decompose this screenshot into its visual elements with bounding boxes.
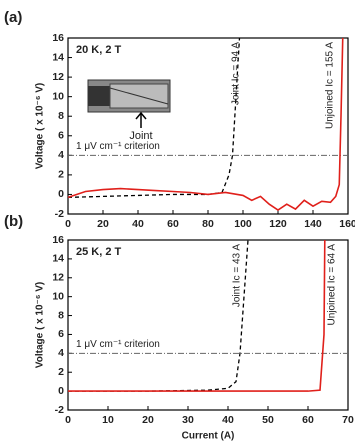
x-tick-label: 160 — [339, 218, 355, 230]
y-tick-label: 12 — [52, 71, 64, 83]
series-line — [68, 240, 248, 391]
annotation: Joint Ic = 43 A — [232, 244, 243, 307]
page: {"chart_data": [ {"type": "line", "panel… — [0, 0, 355, 444]
y-tick-label: 6 — [58, 130, 64, 142]
plot-frame — [68, 240, 348, 410]
y-tick-label: 0 — [58, 385, 64, 397]
plot-frame — [68, 38, 348, 214]
x-tick-label: 10 — [102, 414, 114, 426]
x-tick-label: 120 — [269, 218, 287, 230]
y-tick-label: 10 — [52, 90, 64, 102]
series-line — [68, 240, 325, 391]
criterion-label: 1 μV cm⁻¹ criterion — [76, 339, 160, 350]
x-tick-label: 70 — [342, 414, 354, 426]
series-line — [68, 38, 343, 210]
y-tick-label: 14 — [52, 253, 64, 265]
condition-label: 25 K, 2 T — [76, 246, 122, 258]
y-tick-label: 8 — [58, 309, 64, 321]
x-axis-label: Current (A) — [182, 431, 235, 442]
x-tick-label: 40 — [132, 218, 144, 230]
x-tick-label: 60 — [302, 414, 314, 426]
y-tick-label: -2 — [55, 404, 64, 416]
x-tick-label: 30 — [182, 414, 194, 426]
y-tick-label: 4 — [58, 347, 64, 359]
x-tick-label: 50 — [262, 414, 274, 426]
y-tick-label: 4 — [58, 149, 64, 161]
x-tick-label: 0 — [65, 414, 71, 426]
y-tick-label: 2 — [58, 366, 64, 378]
annotation: Unjoined Ic = 64 A — [327, 244, 338, 326]
x-tick-label: 60 — [167, 218, 179, 230]
y-tick-label: 16 — [52, 234, 64, 246]
x-tick-label: 40 — [222, 414, 234, 426]
panel-label: (b) — [4, 213, 23, 230]
annotation: Unjoined Ic = 155 A — [325, 42, 336, 129]
y-tick-label: 14 — [52, 51, 64, 63]
x-tick-label: 20 — [142, 414, 154, 426]
y-axis-label: Voltage ( x 10⁻⁶ V) — [35, 83, 46, 169]
y-tick-label: 12 — [52, 272, 64, 284]
y-tick-label: -2 — [55, 208, 64, 220]
x-tick-label: 100 — [234, 218, 252, 230]
x-tick-label: 80 — [202, 218, 214, 230]
x-tick-label: 20 — [97, 218, 109, 230]
y-tick-label: 8 — [58, 110, 64, 122]
condition-label: 20 K, 2 T — [76, 44, 122, 56]
x-tick-label: 0 — [65, 218, 71, 230]
inset-label: Joint — [129, 130, 152, 142]
annotation: Joint Ic = 94 A — [231, 42, 242, 105]
panel-label: (a) — [4, 9, 22, 26]
y-axis-label: Voltage ( x 10⁻⁶ V) — [35, 282, 46, 368]
y-tick-label: 2 — [58, 169, 64, 181]
x-tick-label: 140 — [304, 218, 322, 230]
y-tick-label: 16 — [52, 32, 64, 44]
y-tick-label: 0 — [58, 188, 64, 200]
figure: -202468101214160204060801001201401601 μV… — [0, 0, 355, 444]
series-line — [68, 38, 240, 197]
criterion-label: 1 μV cm⁻¹ criterion — [76, 141, 160, 152]
y-tick-label: 10 — [52, 290, 64, 302]
inset-schematic — [88, 80, 170, 128]
y-tick-label: 6 — [58, 328, 64, 340]
